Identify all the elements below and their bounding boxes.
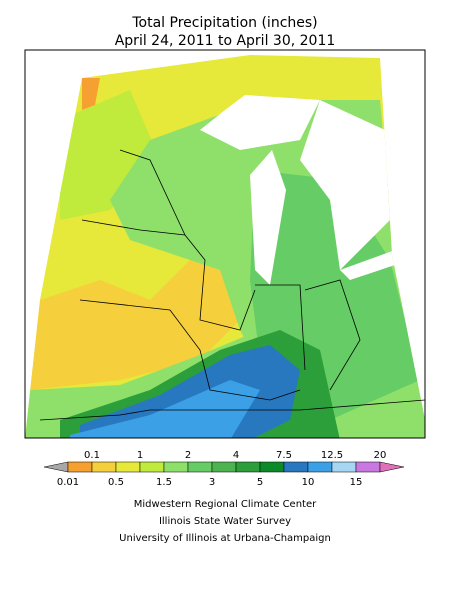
legend-bin xyxy=(307,461,333,473)
legend-high xyxy=(379,461,405,473)
title: Total Precipitation (inches) xyxy=(131,15,317,31)
precipitation-field xyxy=(25,55,425,438)
legend-label: 7.5 xyxy=(276,450,292,461)
legend-bin xyxy=(235,461,261,473)
legend-bin xyxy=(283,461,309,473)
legend-bin xyxy=(355,461,381,473)
legend-label: 3 xyxy=(209,477,215,488)
credit: University of Illinois at Urbana-Champai… xyxy=(119,533,331,544)
credit: Illinois State Water Survey xyxy=(159,516,291,527)
legend-label: 1 xyxy=(137,450,143,461)
legend-bin xyxy=(259,461,285,473)
legend-label: 0.5 xyxy=(108,477,124,488)
subtitle: April 24, 2011 to April 30, 2011 xyxy=(115,33,336,49)
legend-bin xyxy=(211,461,237,473)
legend-low xyxy=(43,461,69,473)
legend-label: 12.5 xyxy=(321,450,343,461)
legend-label: 10 xyxy=(302,477,315,488)
legend-label: 0.01 xyxy=(57,477,79,488)
legend-bin xyxy=(187,461,213,473)
credit: Midwestern Regional Climate Center xyxy=(134,499,317,510)
boundaries xyxy=(39,149,426,421)
legend-bin xyxy=(139,461,165,473)
legend-label: 5 xyxy=(257,477,263,488)
legend-bin xyxy=(331,461,357,473)
legend-label: 0.1 xyxy=(84,450,100,461)
map-frame xyxy=(24,49,426,439)
legend-label: 1.5 xyxy=(156,477,172,488)
legend-label: 4 xyxy=(233,450,239,461)
legend-bin xyxy=(91,461,117,473)
legend-label: 2 xyxy=(185,450,191,461)
legend-label: 15 xyxy=(350,477,363,488)
legend-bin xyxy=(67,461,93,473)
legend-bin xyxy=(115,461,141,473)
color-legend: 0.01 0.1 0.5 1 1.5 2 3 4 5 7.5 10 12.5 15 20 xyxy=(43,450,405,488)
legend-label: 20 xyxy=(374,450,387,461)
legend-bin xyxy=(163,461,189,473)
